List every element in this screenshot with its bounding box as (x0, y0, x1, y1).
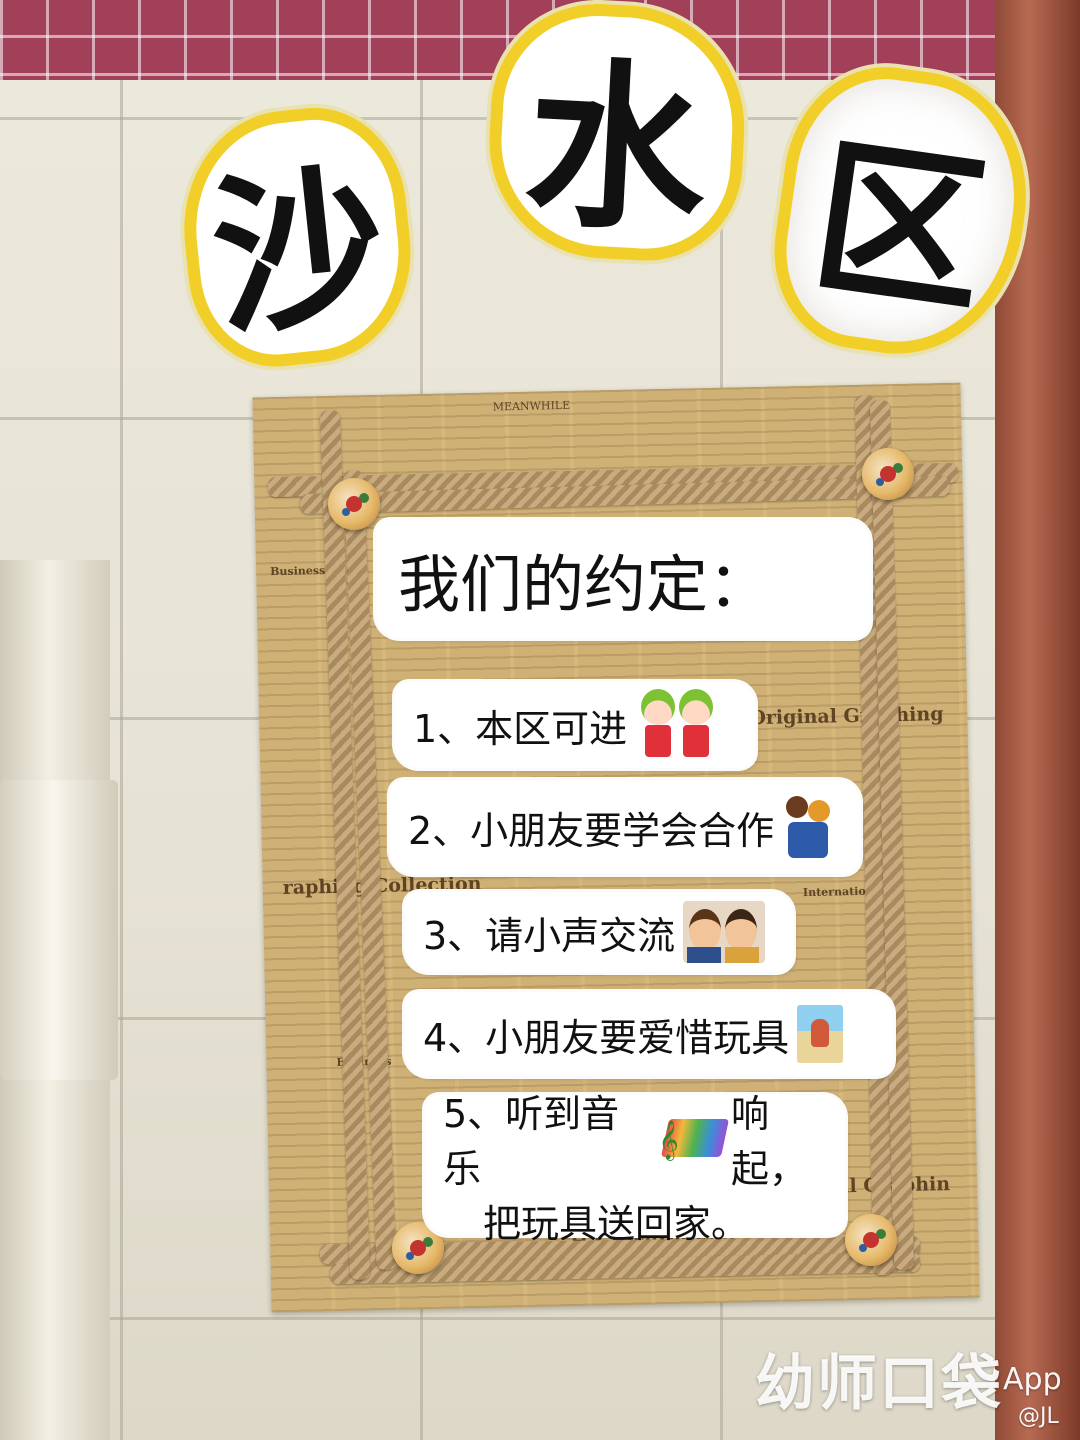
whispering-kids-clipart-icon (683, 901, 766, 963)
watermark-user: @JL (1018, 1404, 1059, 1429)
watermark-brand: 幼师口袋 (755, 1349, 1003, 1419)
rule-1: 1、本区可进 (395, 682, 755, 768)
pipe-joint (0, 780, 118, 1080)
rule-5-text-b: 响起， (731, 1091, 808, 1191)
rule-5-text-a: 5、听到音乐 (443, 1091, 620, 1191)
sign-char-water: 水 (483, 0, 751, 266)
news-meanwhile: MEANWHILE (492, 398, 571, 414)
rule-3: 3、请小声交流 (405, 892, 793, 972)
music-keyboard-icon: 𝄞 (659, 1118, 730, 1160)
rule-2-text: 2、小朋友要学会合作 (408, 808, 775, 853)
news-original-top: Original Graphing (749, 703, 944, 730)
poster-title: 我们的约定： (376, 520, 870, 638)
wooden-button-top-left (328, 478, 380, 530)
rule-1-text: 1、本区可进 (413, 706, 628, 751)
wooden-button-top-right (862, 448, 914, 500)
beach-play-clipart-icon (797, 1005, 844, 1063)
rule-5: 5、听到音乐 𝄞 响起， 把玩具送回家。 (425, 1092, 845, 1246)
twins-clipart-icon (635, 687, 723, 763)
wooden-button-bottom-right (845, 1214, 897, 1266)
rule-3-text: 3、请小声交流 (423, 913, 676, 958)
rule-4-text: 4、小朋友要爱惜玩具 (423, 1015, 790, 1060)
rule-4: 4、小朋友要爱惜玩具 (405, 992, 893, 1076)
rule-2: 2、小朋友要学会合作 (390, 780, 860, 874)
watermark-app: App (1003, 1362, 1062, 1397)
rule-5-text-line2: 把玩具送回家。 (483, 1201, 750, 1246)
cooperating-kids-clipart-icon (782, 792, 836, 862)
